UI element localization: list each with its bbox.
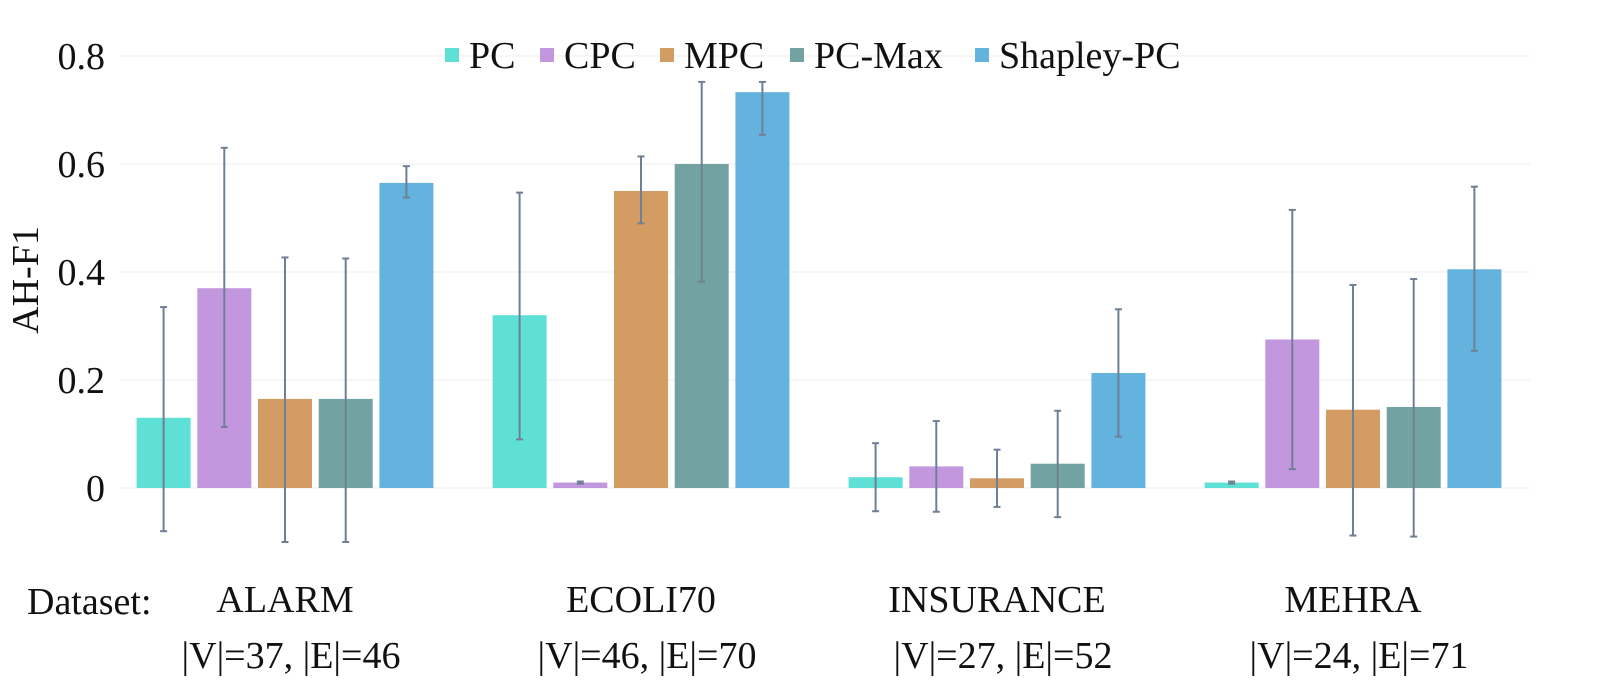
error-bar: [758, 80, 766, 136]
y-tick-labels: 0 0.2 0.4 0.6 0.8: [58, 36, 106, 510]
x-axis-title: Dataset:: [27, 581, 152, 623]
y-tick-label: 0.4: [58, 252, 106, 294]
y-tick-label: 0: [86, 468, 105, 510]
legend-swatch: [445, 48, 459, 62]
error-bar: [932, 420, 940, 513]
error-bar: [516, 191, 524, 441]
error-bar: [1470, 185, 1478, 352]
error-bar: [576, 480, 584, 485]
legend[interactable]: PC CPC MPC PC-Max Shapley-PC: [445, 35, 1181, 77]
error-bar: [1114, 308, 1122, 438]
legend-item-pc[interactable]: PC: [445, 35, 515, 77]
error-bar: [872, 442, 880, 513]
category-detail-label: |V|=46, |E|=70: [538, 635, 757, 677]
legend-item-pc-max[interactable]: PC-Max: [790, 35, 943, 77]
error-bar: [1054, 409, 1062, 519]
bar-shapley-pc-alarm: [379, 182, 434, 488]
legend-item-cpc[interactable]: CPC: [540, 35, 636, 77]
error-bar: [402, 165, 410, 199]
error-bar: [281, 256, 289, 543]
error-bar: [160, 306, 168, 533]
error-bar: [698, 80, 706, 283]
bar-cpc-ecoli70: [553, 482, 608, 488]
legend-label: Shapley-PC: [999, 35, 1181, 77]
error-bars: [160, 80, 1478, 543]
category-label: ECOLI70: [566, 579, 716, 621]
category-detail-label: |V|=24, |E|=71: [1250, 635, 1469, 677]
legend-label: CPC: [564, 35, 636, 77]
error-bar: [637, 155, 645, 225]
legend-item-mpc[interactable]: MPC: [660, 35, 764, 77]
category-label: ALARM: [216, 579, 353, 621]
legend-label: MPC: [684, 35, 764, 77]
y-tick-label: 0.2: [58, 360, 106, 402]
y-axis-title: AH-F1: [5, 226, 47, 334]
legend-swatch: [790, 48, 804, 62]
error-bar: [220, 146, 228, 428]
category-label: INSURANCE: [888, 579, 1105, 621]
error-bar: [993, 448, 1001, 508]
category-detail-label: |V|=27, |E|=52: [894, 635, 1113, 677]
error-bar: [1288, 208, 1296, 471]
error-bar: [1349, 283, 1357, 537]
bar-mpc-ecoli70: [614, 191, 668, 488]
legend-swatch: [660, 48, 674, 62]
category-label: MEHRA: [1284, 579, 1422, 621]
legend-item-shapley-pc[interactable]: Shapley-PC: [975, 35, 1181, 77]
bars: [136, 92, 1502, 489]
y-tick-label: 0.8: [58, 36, 106, 78]
legend-swatch: [975, 48, 989, 62]
error-bar: [1410, 278, 1418, 538]
category-labels: ALARM |V|=37, |E|=46 ECOLI70 |V|=46, |E|=70…: [182, 579, 1469, 677]
legend-label: PC: [469, 35, 515, 77]
error-bar: [342, 257, 350, 543]
bar-pc-mehra: [1204, 482, 1259, 488]
category-detail-label: |V|=37, |E|=46: [182, 635, 401, 677]
legend-swatch: [540, 48, 554, 62]
bar-shapley-pc-ecoli70: [735, 92, 790, 489]
y-tick-label: 0.6: [58, 144, 106, 186]
error-bar: [1228, 480, 1236, 485]
legend-label: PC-Max: [814, 35, 943, 77]
